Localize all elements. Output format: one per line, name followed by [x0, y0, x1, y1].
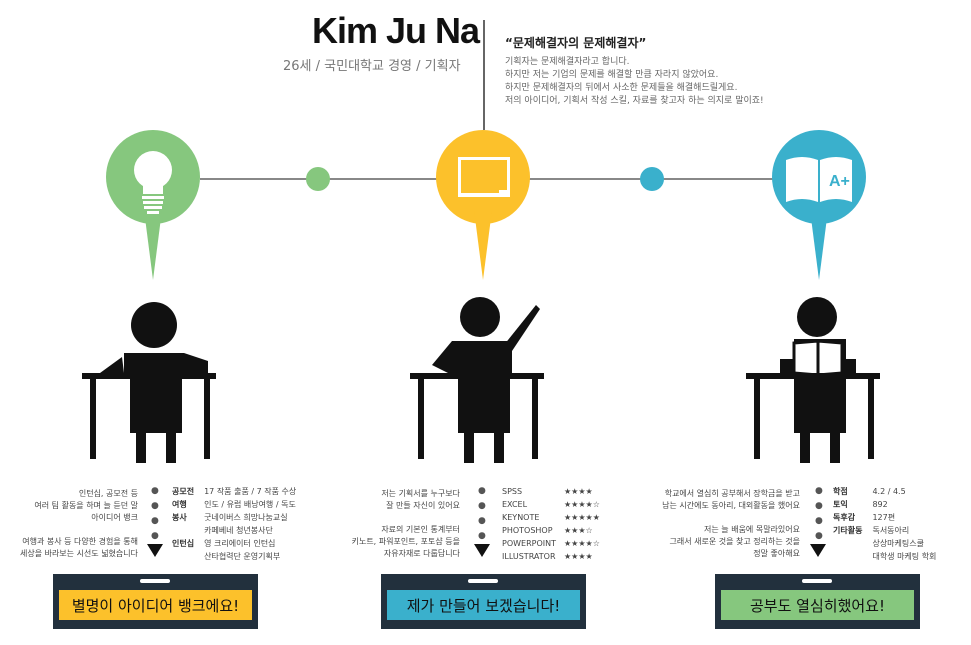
- skill-row: EXCEL ★★★★☆: [502, 498, 604, 511]
- intro-text: 기획자는 문제해결자라고 합니다. 하지만 저는 기업의 문제를 해결할 만큼 …: [505, 56, 764, 108]
- skill-stars: ★★★★★: [564, 513, 600, 522]
- down-arrow-icon: [474, 544, 490, 557]
- text-line: 저는 늘 배움에 목말라있어요: [704, 525, 800, 534]
- banner-label: 공부도 열심히했어요!: [721, 590, 914, 620]
- detail-row: 토익 892: [833, 500, 888, 509]
- pointer-yellow: [474, 210, 492, 280]
- skill-stars: ★★★★☆: [564, 539, 600, 548]
- down-arrow-icon: [147, 544, 163, 557]
- skill-row: KEYNOTE ★★★★★: [502, 511, 604, 524]
- skill-stars: ★★★★☆: [564, 500, 600, 509]
- banner-tab: [468, 579, 498, 583]
- detail-row: 상상마케팅스쿨: [872, 539, 924, 548]
- detail-row: 봉사 굿네이버스 희망나눔교실: [172, 513, 288, 522]
- skills-table: SPSS ★★★★ EXCEL ★★★★☆ KEYNOTE ★★★★★ PHOTOSH…: [502, 485, 604, 563]
- text-line: 남는 시간에도 동아리, 대외활동을 했어요: [662, 501, 800, 510]
- text-line: 자료의 기본인 통계부터: [381, 525, 460, 534]
- text-line: 잘 만들 자신이 있어요: [386, 501, 460, 510]
- banner-label: 별명이 아이디어 뱅크에요!: [59, 590, 252, 620]
- text-line: 학교에서 열심히 공부해서 장학금을 받고: [664, 489, 800, 498]
- pointer-green: [144, 210, 162, 280]
- header-divider: [483, 20, 485, 130]
- text-line: 여행과 봉사 등 다양한 경험을 통해: [22, 537, 138, 546]
- person-thinking-icon: [82, 302, 216, 463]
- text-line: 세상을 바라보는 시선도 넓혔습니다: [19, 549, 138, 558]
- text-line: 여러 팀 활동을 하며 늘 듣던 말: [34, 501, 138, 510]
- open-book-icon: A+: [786, 157, 852, 202]
- detail-row: 기타활동 독서동아리: [833, 526, 910, 535]
- detail-row: 학점 4.2 / 4.5: [833, 487, 906, 496]
- banner-tab: [802, 579, 832, 583]
- text-line: 저는 기획서를 누구보다: [381, 489, 460, 498]
- text-line: [6, 524, 138, 536]
- skill-row: ILLUSTRATOR ★★★★: [502, 550, 604, 563]
- detail-row: 공모전 17 작품 출품 / 7 작품 수상: [172, 487, 297, 496]
- skill-row: POWERPOINT ★★★★☆: [502, 537, 604, 550]
- column2-description: 저는 기획서를 누구보다 잘 만들 자신이 있어요 자료의 기본인 통계부터 키…: [330, 488, 460, 560]
- book-grade-label: A+: [829, 173, 850, 190]
- skill-row: PHOTOSHOP ★★★☆: [502, 524, 604, 537]
- person-reading-icon: [746, 297, 880, 463]
- text-line: [330, 512, 460, 524]
- banner-label: 제가 만들어 보겠습니다!: [387, 590, 580, 620]
- detail-row: 인턴십 영 크리에이터 인턴십: [172, 539, 276, 548]
- skill-row: SPSS ★★★★: [502, 485, 604, 498]
- detail-row: 독후감 127편: [833, 513, 896, 522]
- bullet-column: ● ● ● ●: [815, 486, 823, 541]
- column1-details: 공모전 17 작품 출품 / 7 작품 수상 여행 인도 / 유럽 배낭여행 / 독…: [172, 485, 300, 563]
- text-line: 키노트, 파워포인트, 포토샵 등을: [351, 537, 460, 546]
- intro-line: 저의 아이디어, 기획서 작성 스킬, 자료를 찾고자 하는 의지로 말이죠!: [505, 96, 764, 106]
- intro-line: 기획자는 문제해결자라고 합니다.: [505, 57, 630, 67]
- banner-tab: [140, 579, 170, 583]
- detail-row: 카페베네 청년봉사단: [204, 526, 273, 535]
- text-line: 아이디어 뱅크: [91, 513, 138, 522]
- skill-stars: ★★★★: [564, 487, 593, 496]
- blackboard-icon: [458, 157, 510, 197]
- intro-line: 하지만 저는 기업의 문제를 해결할 만큼 자라지 않았어요.: [505, 70, 719, 80]
- person-raising-hand-icon: [410, 297, 544, 463]
- banner-study: 공부도 열심히했어요!: [715, 574, 920, 629]
- text-line: 정말 좋아해요: [753, 549, 800, 558]
- banner-make: 제가 만들어 보겠습니다!: [381, 574, 586, 629]
- detail-row: 대학생 마케팅 학회: [872, 552, 937, 561]
- skill-stars: ★★★☆: [564, 526, 593, 535]
- down-arrow-icon: [810, 544, 826, 557]
- quote-title: “문제해결자의 문제해결자”: [505, 36, 647, 50]
- timeline-dot-green: [306, 167, 330, 191]
- banner-idea-bank: 별명이 아이디어 뱅크에요!: [53, 574, 258, 629]
- column3-details: 학점 4.2 / 4.5 토익 892 독후감 127편 기타활동 독서동아리 상상마케…: [833, 485, 940, 563]
- profile-subtitle: 26세 / 국민대학교 경영 / 기획자: [283, 59, 461, 74]
- timeline-dot-blue: [640, 167, 664, 191]
- detail-row: 여행 인도 / 유럽 배낭여행 / 독도: [172, 500, 296, 509]
- column3-description: 학교에서 열심히 공부해서 장학금을 받고 남는 시간에도 동아리, 대외활동을…: [630, 488, 800, 560]
- bullet-column: ● ● ● ●: [151, 486, 159, 541]
- skill-stars: ★★★★: [564, 552, 593, 561]
- text-line: [630, 512, 800, 524]
- text-line: 그래서 새로운 것을 찾고 정리하는 것을: [669, 537, 800, 546]
- detail-row: 산타협력단 운영기획부: [204, 552, 281, 561]
- bullet-column: ● ● ● ●: [478, 486, 486, 541]
- intro-line: 하지만 문제해결자의 뒤에서 사소한 문제들을 해결해드릴게요.: [505, 83, 738, 93]
- column1-description: 인턴십, 공모전 등 여러 팀 활동을 하며 늘 듣던 말 아이디어 뱅크 여행…: [6, 488, 138, 560]
- profile-name: Kim Ju Na: [312, 10, 480, 51]
- text-line: 자유자재로 다룹답니다: [383, 549, 460, 558]
- pointer-blue: [810, 210, 828, 280]
- text-line: 인턴십, 공모전 등: [78, 489, 138, 498]
- lightbulb-icon: [134, 151, 172, 214]
